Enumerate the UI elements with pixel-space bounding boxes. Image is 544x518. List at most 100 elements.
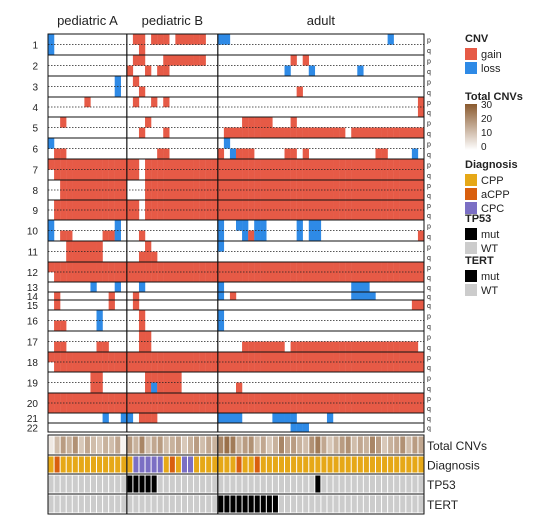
gain-cell — [254, 393, 261, 404]
gain-cell — [266, 180, 273, 191]
gain-cell — [151, 97, 158, 108]
gain-cell — [108, 403, 115, 414]
gain-cell — [199, 55, 206, 66]
gain-cell — [157, 210, 164, 221]
diagnosis-cell — [200, 456, 206, 473]
gain-cell — [296, 86, 303, 98]
gain-cell — [254, 262, 261, 273]
gain-cell — [66, 200, 73, 211]
gain-cell — [108, 393, 115, 404]
gain-cell — [187, 34, 194, 45]
tert-cell — [109, 495, 115, 513]
tp53-cell — [133, 475, 139, 493]
gain-cell — [78, 200, 85, 211]
gain-cell — [254, 403, 261, 414]
arm-label: p — [427, 203, 431, 210]
gain-cell — [363, 272, 370, 283]
gain-cell — [290, 55, 297, 66]
tp53-cell — [109, 475, 115, 493]
total_cnvs-cell — [78, 436, 84, 454]
gain-cell — [393, 362, 400, 373]
gain-cell — [290, 159, 297, 170]
gain-cell — [145, 341, 152, 353]
gain-cell — [145, 393, 152, 404]
total_cnvs-cell — [260, 436, 266, 454]
diagnosis-legend-label: aCPP — [481, 189, 510, 201]
tp53-cell — [163, 475, 169, 493]
gain-cell — [163, 272, 170, 283]
gain-cell — [339, 362, 346, 373]
gain-cell — [260, 190, 267, 201]
arm-label: p — [427, 396, 431, 403]
gain-cell — [60, 230, 67, 242]
gain-cell — [84, 210, 91, 221]
tert-cell — [236, 495, 242, 513]
diagnosis-cell — [236, 456, 242, 473]
diagnosis-cell — [363, 456, 369, 473]
diagnosis-cell — [382, 456, 388, 473]
tert-cell — [206, 495, 212, 513]
tert-cell — [72, 495, 78, 513]
gain-cell — [157, 180, 164, 191]
loss-cell — [272, 413, 279, 424]
gain-cell — [72, 210, 79, 221]
gain-cell — [357, 403, 364, 414]
gain-cell — [260, 180, 267, 191]
gain-cell — [290, 200, 297, 211]
loss-cell — [308, 230, 316, 242]
gain-cell — [405, 200, 413, 211]
tert-cell — [272, 495, 278, 513]
tp53-cell — [254, 475, 260, 493]
gain-cell — [54, 403, 61, 414]
diagnosis-cell — [60, 456, 66, 473]
loss-cell — [223, 34, 231, 45]
gain-cell — [223, 272, 231, 283]
tert-cell — [388, 495, 394, 513]
gain-cell — [163, 65, 170, 77]
gain-cell — [151, 403, 158, 414]
gain-cell — [151, 159, 158, 170]
cnv-legend-label: gain — [481, 49, 502, 61]
gain-cell — [260, 210, 267, 221]
gain-cell — [387, 403, 394, 414]
gain-cell — [284, 352, 291, 363]
gain-cell — [66, 272, 73, 283]
gain-cell — [193, 169, 200, 181]
diagnosis-cell — [230, 456, 236, 473]
gain-cell — [211, 210, 219, 221]
gain-cell — [157, 148, 164, 160]
gain-cell — [60, 210, 67, 221]
gain-cell — [120, 262, 128, 273]
loss-cell — [284, 65, 291, 77]
loss-cell — [296, 220, 303, 231]
gain-cell — [175, 55, 182, 66]
gain-cell — [320, 262, 328, 273]
gain-cell — [72, 169, 79, 181]
tp53-cell — [121, 475, 127, 493]
gain-cell — [199, 190, 206, 201]
gain-cell — [84, 272, 91, 283]
gain-cell — [278, 169, 285, 181]
total_cnvs-cell — [357, 436, 363, 454]
tert-legend-swatch — [465, 270, 477, 282]
gain-cell — [145, 362, 152, 373]
gain-cell — [60, 341, 67, 353]
gain-cell — [308, 362, 316, 373]
gain-cell — [163, 55, 170, 66]
gain-cell — [345, 200, 352, 211]
tert-cell — [133, 495, 139, 513]
chromosome-label: 12 — [27, 268, 39, 279]
gain-cell — [163, 34, 170, 45]
gain-cell — [199, 180, 206, 191]
total_cnvs-cell — [339, 436, 345, 454]
gain-cell — [351, 190, 358, 201]
gain-cell — [138, 403, 146, 414]
loss-cell — [254, 220, 261, 231]
diagnosis-cell — [278, 456, 285, 473]
gain-cell — [138, 331, 146, 342]
gain-cell — [369, 159, 376, 170]
total_cnvs-cell — [248, 436, 254, 454]
tp53-cell — [382, 475, 388, 493]
arm-label: q — [427, 275, 431, 282]
gain-cell — [363, 190, 370, 201]
